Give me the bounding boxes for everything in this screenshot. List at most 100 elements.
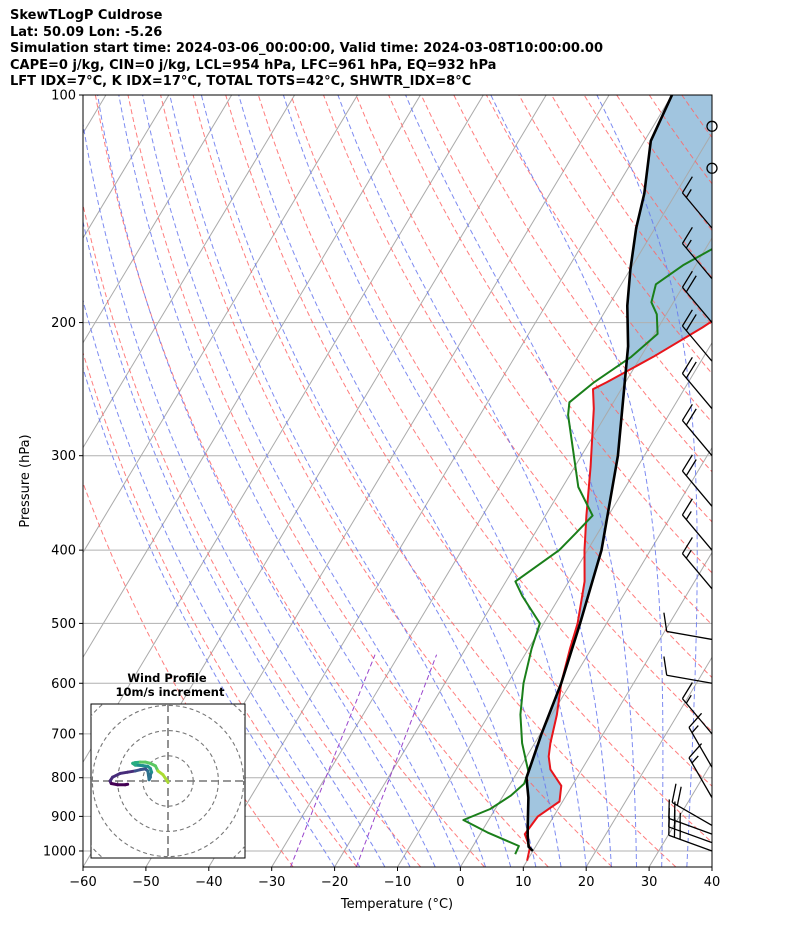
barb-full-feather [681,176,693,194]
wind-barb [681,356,713,410]
barb-full-feather [681,309,693,327]
x-tick-label: 30 [641,875,658,890]
dry-adiabat [83,351,358,867]
dry-adiabat [160,95,613,867]
moist-adiabat [238,95,562,867]
wind-barb [681,682,713,735]
dry-adiabat [257,95,712,787]
hodograph: Wind Profile 10m/s increment [90,671,246,859]
dry-adiabat [747,95,794,867]
isotherm-line [83,95,358,554]
wind-barb [688,712,713,768]
dry-adiabat [714,95,794,867]
barb-staff [681,286,713,323]
barb-full-feather [668,799,670,819]
location-line: Lat: 50.09 Lon: -5.26 [10,24,163,40]
y-tick-label: 100 [51,89,76,104]
x-axis-label: Temperature (°C) [340,897,453,912]
y-tick-label: 500 [51,617,76,632]
barb-staff [681,325,713,362]
barb-half-feather [685,694,692,704]
isotherm-line [334,237,712,867]
cape-cin-shading [524,95,712,851]
hodograph-title: Wind Profile [127,671,207,685]
barb-full-feather [685,275,697,293]
barb-staff [668,826,713,844]
isotherm-line [83,95,296,449]
dry-adiabat [225,95,712,843]
barb-full-feather [681,498,693,516]
wind-barb [671,783,713,826]
barb-full-feather [688,712,703,728]
barb-staff [666,630,713,641]
wind-barb [706,162,718,174]
hodograph-rings [91,704,245,858]
moist-adiabat [83,219,386,867]
temperature-profile [523,320,712,861]
wind-barb [681,403,713,457]
isotherm-line [83,95,170,239]
dry-adiabat [83,481,294,867]
isotherm-line [83,95,421,659]
barb-half-feather [685,239,692,249]
barb-full-feather [681,403,693,421]
barb-full-feather [681,682,693,699]
barb-staff [681,373,713,410]
calm-wind-circle [706,162,718,174]
dry-adiabat [485,95,712,423]
moist-adiabat [282,95,587,867]
wind-barb [681,270,713,323]
barb-full-feather [681,356,693,374]
x-tick-label: −20 [321,875,348,890]
dry-adiabat [388,95,712,574]
y-axis-label: Pressure (hPa) [18,434,33,527]
barb-staff [681,192,713,229]
cape-line: CAPE=0 j/kg, CIN=0 j/kg, LCL=954 hPa, LF… [10,57,497,73]
barb-staff [671,801,713,826]
x-tick-label: −60 [69,875,96,890]
y-tick-label: 800 [51,771,76,786]
x-tick-label: 0 [456,875,464,890]
y-tick-label: 900 [51,810,76,825]
wind-barb [681,498,713,551]
parcel-path [525,95,674,852]
hodograph-ring [91,704,245,858]
title-block: SkewTLogP Culdrose Lat: 50.09 Lon: -5.26… [10,8,603,91]
mixing-ratio-line [355,654,438,867]
barb-staff [688,757,713,798]
barb-half-feather [691,755,699,764]
barb-half-feather [685,549,692,559]
moist-adiabat [118,95,461,867]
barb-full-feather [685,314,697,331]
dry-adiabat [192,95,677,867]
wind-barb [681,309,713,362]
isotherm-line [711,866,712,867]
barb-full-feather [663,612,668,632]
wind-barb [663,656,713,684]
moist-adiabat [142,95,487,867]
moist-adiabat [83,366,336,867]
barb-full-feather [663,656,668,676]
barb-staff [668,817,713,835]
x-tick-label: −30 [258,875,285,890]
barb-full-feather [681,537,693,554]
barb-staff [681,470,713,507]
time-line: Simulation start time: 2024-03-06_00:00:… [10,41,603,57]
moist-adiabat [200,95,537,867]
x-tick-label: −40 [195,875,222,890]
isotherm-line [208,95,673,867]
barb-staff [681,514,713,551]
barb-full-feather [685,459,697,477]
dry-adiabat [127,95,549,867]
x-tick-label: 40 [704,875,721,890]
isotherm-line [459,446,712,867]
barb-half-feather [685,189,692,198]
dry-adiabat [420,95,712,523]
barb-staff [681,420,713,457]
moist-adiabat [169,95,512,867]
moist-adiabat [97,95,436,867]
dry-adiabat [94,95,485,867]
calm-wind-circle [706,120,718,132]
hodograph-trace-segment [163,776,170,784]
